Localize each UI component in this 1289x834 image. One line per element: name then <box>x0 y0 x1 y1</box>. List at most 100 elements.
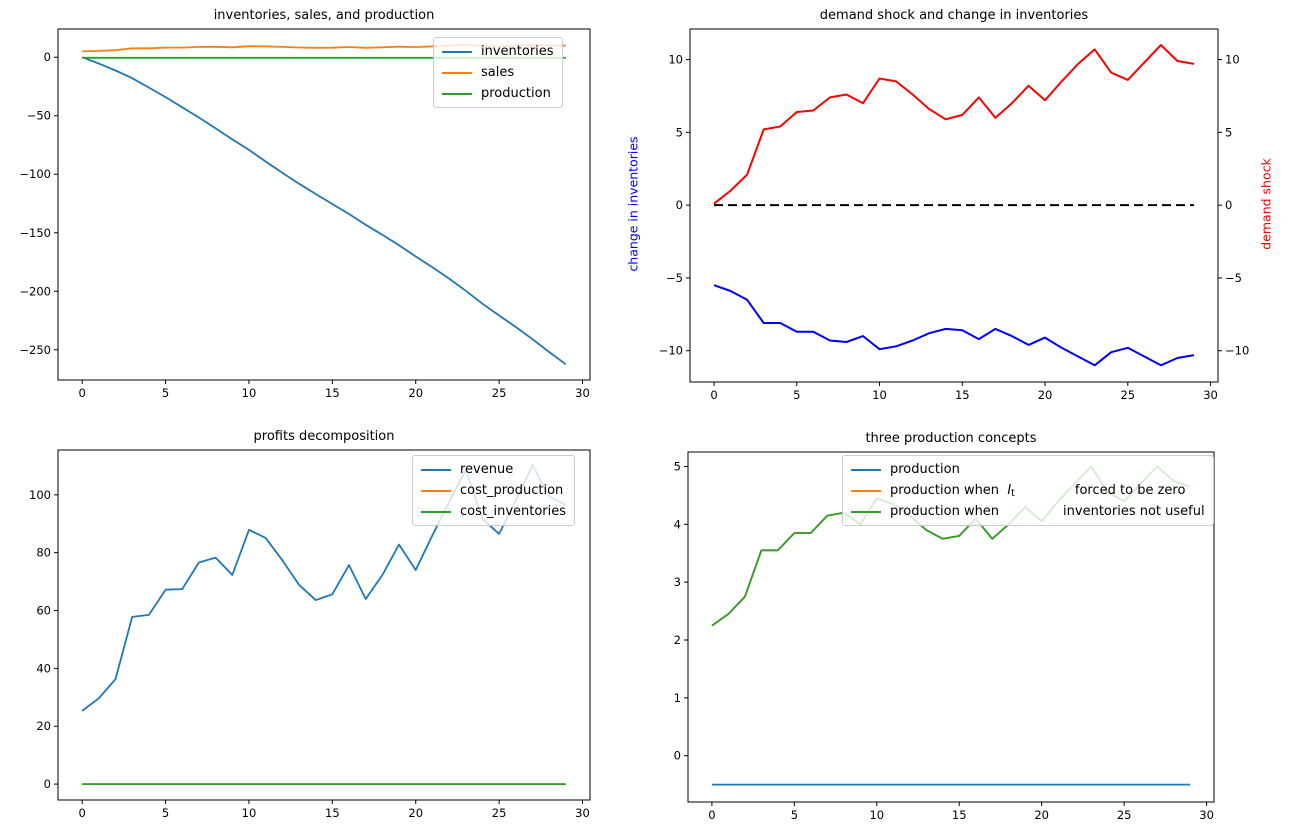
legend-label-gap <box>999 514 1063 515</box>
y-tick-label: 80 <box>36 546 51 560</box>
x-tick-label: 5 <box>793 388 800 402</box>
x-tick-label: 0 <box>710 388 717 402</box>
subplot-1: 0 5 10 15 20 25 30 0 −50 −100 −150 −200 −250 <box>19 28 591 400</box>
y-tick-label: −150 <box>19 226 51 240</box>
legend-item: revenue <box>421 461 566 478</box>
legend-line-swatch <box>442 92 472 95</box>
y-tick-label: 10 <box>668 53 683 67</box>
legend-label: production when It forced to be zero <box>890 483 1185 499</box>
legend-label-gap <box>1015 493 1075 494</box>
x-tick-label: 10 <box>242 386 257 400</box>
legend-label-text: revenue <box>460 462 514 477</box>
axes-spines <box>57 28 591 381</box>
legend-item: production <box>851 461 1205 478</box>
legend-line-swatch <box>442 50 472 53</box>
legend-item: production when inventories not useful <box>851 503 1205 520</box>
subplot-2: 0 5 10 15 20 25 30 −10 −5 0 5 10 −10 −5 0 5 10 <box>659 28 1249 402</box>
y-tick-label: 5 <box>676 125 683 139</box>
legend-label-text: production when <box>890 482 1008 498</box>
legend-subplot-1: inventories sales production <box>433 37 563 108</box>
legend-item: production when It forced to be zero <box>851 482 1205 499</box>
x-tick-label: 30 <box>575 386 590 400</box>
y-tick-label: 0 <box>44 50 51 64</box>
legend-item: production <box>442 85 554 102</box>
x-tick-label: 15 <box>955 388 970 402</box>
subplot4-title: three production concepts <box>865 431 1037 446</box>
legend-subplot-3: revenue cost_production cost_inventories <box>412 455 576 526</box>
x-tick-label: 10 <box>872 388 887 402</box>
subplot-3: 0 5 10 15 20 25 30 0 20 40 60 80 100 <box>29 449 591 820</box>
y-axis-label-demand-shock: demand shock <box>1258 158 1274 250</box>
y-tick-label: −200 <box>19 284 51 298</box>
y-tick-label-right: −10 <box>1225 344 1249 358</box>
y-tick-label: 5 <box>674 459 681 473</box>
x-tick-label: 5 <box>162 386 169 400</box>
legend-item: cost_inventories <box>421 503 566 520</box>
legend-label-text: sales <box>481 65 515 80</box>
x-tick-label: 10 <box>242 806 257 820</box>
legend-label-text: inventories not useful <box>1063 504 1205 519</box>
y-tick-label: −5 <box>666 271 683 285</box>
legend-label-text: inventories <box>481 44 554 59</box>
y-tick-label: 20 <box>36 719 51 733</box>
legend-item: cost_production <box>421 482 566 499</box>
legend-label: production when inventories not useful <box>890 504 1205 519</box>
legend-line-swatch <box>851 510 881 513</box>
x-tick-label: 20 <box>408 386 423 400</box>
legend-label-text: forced to be zero <box>1074 482 1186 498</box>
y-tick-label-right: −5 <box>1225 271 1242 285</box>
x-tick-label: 20 <box>1038 388 1053 402</box>
legend-label-text: production <box>890 462 960 477</box>
y-tick-label-right: 0 <box>1225 198 1232 212</box>
legend-line-swatch <box>442 71 472 74</box>
subplot1-title: inventories, sales, and production <box>213 8 435 23</box>
subplot3-title: profits decomposition <box>253 429 395 444</box>
y-tick-label: 40 <box>36 661 51 675</box>
legend-label: sales <box>481 65 514 80</box>
y-tick-label: 2 <box>674 633 681 647</box>
x-tick-label: 30 <box>575 806 590 820</box>
y-tick-label: −250 <box>19 343 51 357</box>
legend-line-swatch <box>421 468 451 471</box>
x-tick-label: 30 <box>1199 808 1214 822</box>
y-tick-label-right: 5 <box>1225 125 1232 139</box>
y-tick-label: −50 <box>27 109 51 123</box>
legend-label-text: production when <box>890 504 1000 519</box>
y-tick-label: 0 <box>44 777 51 791</box>
x-tick-label: 25 <box>492 806 507 820</box>
y-tick-label: 100 <box>29 488 51 502</box>
y-tick-label-right: 10 <box>1225 53 1240 67</box>
x-tick-label: 0 <box>79 806 86 820</box>
x-tick-label: 5 <box>791 808 798 822</box>
legend-label: revenue <box>460 462 513 477</box>
x-tick-label: 15 <box>952 808 967 822</box>
y-tick-label: −10 <box>659 344 683 358</box>
y-tick-label: 3 <box>674 575 681 589</box>
y-tick-label: 0 <box>676 198 683 212</box>
legend-label: cost_inventories <box>460 504 566 519</box>
legend-label: production <box>481 86 551 101</box>
line-change-in-inventories <box>713 284 1195 367</box>
legend-item: sales <box>442 64 554 81</box>
y-tick-label: 1 <box>674 691 681 705</box>
y-tick-label: 4 <box>674 517 681 531</box>
legend-label: production <box>890 462 960 477</box>
y-tick-label: 0 <box>674 749 681 763</box>
x-tick-label: 0 <box>708 808 715 822</box>
legend-line-swatch <box>851 489 881 492</box>
x-tick-label: 20 <box>1034 808 1049 822</box>
legend-label-text: I <box>1007 482 1012 498</box>
y-axis-label-change-in-inventories: change in inventories <box>625 136 641 272</box>
line-demand-shock <box>713 44 1195 205</box>
legend-line-swatch <box>421 510 451 513</box>
x-tick-label: 30 <box>1203 388 1218 402</box>
x-tick-label: 25 <box>492 386 507 400</box>
subplot2-title: demand shock and change in inventories <box>819 8 1089 23</box>
axes-spines <box>687 451 1215 803</box>
legend-label: cost_production <box>460 483 563 498</box>
legend-label-text: production <box>481 86 551 101</box>
line-inventories <box>81 56 567 366</box>
x-tick-label: 15 <box>325 806 340 820</box>
